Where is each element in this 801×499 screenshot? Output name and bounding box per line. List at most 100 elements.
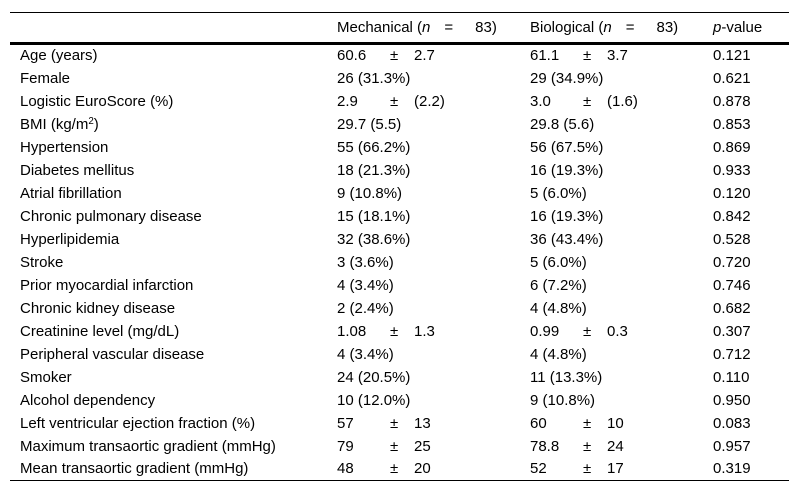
p-value-cell: 0.528: [713, 228, 789, 251]
p-variable: p: [713, 19, 722, 36]
biological-value-cell: 4 (4.8%): [530, 297, 713, 320]
p-value-cell: 0.842: [713, 205, 789, 228]
value-text: 16 (19.3%): [530, 207, 604, 225]
baseline-characteristics-table: Mechanical (n = 83) Biological (n = 83) p-va…: [10, 12, 789, 481]
p-value-cell: 0.853: [713, 113, 789, 136]
biological-value-cell: 36 (43.4%): [530, 228, 713, 251]
table-row: Peripheral vascular disease 4 (3.4%) 4 (4.…: [10, 343, 789, 366]
mean-value: 57: [337, 414, 354, 432]
value-text: 5 (6.0%): [530, 184, 587, 202]
sd-value: 25: [414, 437, 431, 455]
row-label-text: Female: [20, 69, 71, 87]
row-label-cell: Chronic pulmonary disease: [10, 205, 337, 228]
value-text: 29 (34.9%): [530, 69, 604, 87]
mechanical-value-cell: 32 (38.6%): [337, 228, 530, 251]
p-value-cell: 0.307: [713, 320, 789, 343]
row-label-text: Stroke: [20, 253, 64, 271]
row-label-text: Left ventricular ejection fraction (%): [20, 414, 256, 432]
mechanical-value-cell: 29.7 (5.5): [337, 113, 530, 136]
p-value-text: 0.853: [713, 115, 751, 133]
row-label-text: Maximum transaortic gradient (mmHg): [20, 437, 276, 455]
row-label-text: Hypertension: [20, 138, 109, 156]
mechanical-value-cell: 15 (18.1%): [337, 205, 530, 228]
p-value-text: 0.121: [713, 47, 751, 65]
equals-sign: =: [444, 19, 454, 36]
row-label-suffix: ): [93, 115, 99, 133]
p-value-text: 0.307: [713, 322, 751, 340]
mechanical-value-cell: 24 (20.5%): [337, 366, 530, 389]
p-value-text: 0.712: [713, 345, 751, 363]
table-row: Chronic kidney disease 2 (2.4%) 4 (4.8%) 0.…: [10, 297, 789, 320]
sd-value: 0.3: [607, 322, 628, 340]
p-value-text: 0.950: [713, 391, 751, 409]
p-value-cell: 0.319: [713, 458, 789, 481]
p-value-cell: 0.746: [713, 274, 789, 297]
row-label-text: Chronic pulmonary disease: [20, 207, 202, 225]
p-value-cell: 0.120: [713, 182, 789, 205]
row-label-cell: Atrial fibrillation: [10, 182, 337, 205]
row-label-cell: BMI (kg/m2): [10, 113, 337, 136]
value-text: 6 (7.2%): [530, 276, 587, 294]
row-label-cell: Age (years): [10, 44, 337, 67]
plus-minus-sign: ±: [583, 322, 592, 340]
value-text: 36 (43.4%): [530, 230, 604, 248]
row-label-text: Peripheral vascular disease: [20, 345, 205, 363]
p-value-cell: 0.933: [713, 159, 789, 182]
mechanical-value-cell: 26 (31.3%): [337, 67, 530, 90]
p-value-text: 0.319: [713, 460, 751, 478]
mean-value: 52: [530, 460, 547, 478]
row-label-cell: Stroke: [10, 251, 337, 274]
value-text: 18 (21.3%): [337, 161, 411, 179]
p-value-text: 0.869: [713, 138, 751, 156]
mean-value: 60: [530, 414, 547, 432]
p-value-text: 0.878: [713, 92, 751, 110]
plus-minus-sign: ±: [390, 460, 399, 478]
row-label-text: Prior myocardial infarction: [20, 276, 194, 294]
table-row: Prior myocardial infarction 4 (3.4%) 6 (7.…: [10, 274, 789, 297]
biological-value-cell: 5 (6.0%): [530, 182, 713, 205]
sample-size: 83): [475, 19, 497, 36]
equals-sign: =: [625, 19, 635, 36]
p-value-text: 0.621: [713, 69, 751, 87]
row-label-cell: Peripheral vascular disease: [10, 343, 337, 366]
biological-value-cell: 61.1 ±3.7: [530, 44, 713, 67]
row-label-cell: Diabetes mellitus: [10, 159, 337, 182]
p-value-cell: 0.957: [713, 435, 789, 458]
value-text: 15 (18.1%): [337, 207, 411, 225]
mean-value: 3.0: [530, 92, 551, 110]
header-biological-text: Biological (: [530, 19, 604, 36]
row-label-cell: Female: [10, 67, 337, 90]
mechanical-value-cell: 79 ±25: [337, 435, 530, 458]
row-label-text: Hyperlipidemia: [20, 230, 120, 248]
plus-minus-sign: ±: [390, 437, 399, 455]
p-value-cell: 0.682: [713, 297, 789, 320]
row-label-text: Atrial fibrillation: [20, 184, 122, 202]
biological-value-cell: 16 (19.3%): [530, 159, 713, 182]
value-text: 9 (10.8%): [530, 391, 596, 409]
table-row: Left ventricular ejection fraction (%) 57…: [10, 412, 789, 435]
value-text: 4 (4.8%): [530, 299, 587, 317]
mechanical-value-cell: 3 (3.6%): [337, 251, 530, 274]
table-row: Age (years) 60.6 ±2.7 61.1 ±3.7 0.121: [10, 44, 789, 67]
p-value-text: 0.682: [713, 299, 751, 317]
table-row: BMI (kg/m2) 29.7 (5.5) 29.8 (5.6) 0.853: [10, 113, 789, 136]
row-label-text: Logistic EuroScore (%): [20, 92, 174, 110]
sd-value: 10: [607, 414, 624, 432]
row-label-text: Smoker: [20, 368, 72, 386]
value-text: 4 (4.8%): [530, 345, 587, 363]
table-row: Logistic EuroScore (%) 2.9 ± (2.2) 3.0 ± (1.6)…: [10, 90, 789, 113]
value-text: 10 (12.0%): [337, 391, 411, 409]
mean-value: 1.08: [337, 322, 367, 340]
n-variable: n: [603, 19, 612, 36]
p-value-cell: 0.712: [713, 343, 789, 366]
row-label-cell: Hypertension: [10, 136, 337, 159]
table-header: Mechanical (n = 83) Biological (n = 83) p-va…: [10, 12, 789, 44]
table-row: Stroke 3 (3.6%) 5 (6.0%) 0.720: [10, 251, 789, 274]
plus-minus-sign: ±: [390, 322, 399, 340]
p-value-cell: 0.720: [713, 251, 789, 274]
row-label-cell: Smoker: [10, 366, 337, 389]
table-row: Chronic pulmonary disease 15 (18.1%) 16 (1…: [10, 205, 789, 228]
table-row: Hypertension 55 (66.2%) 56 (67.5%) 0.869: [10, 136, 789, 159]
value-text: 9 (10.8%): [337, 184, 403, 202]
row-label-text: Alcohol dependency: [20, 391, 156, 409]
